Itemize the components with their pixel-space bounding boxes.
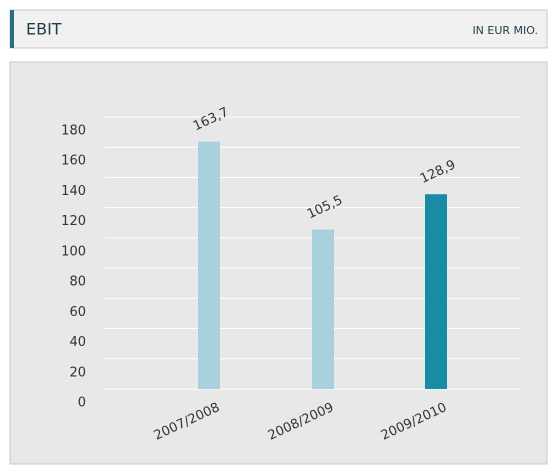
bar bbox=[312, 229, 334, 389]
y-tick-label: 40 bbox=[69, 335, 86, 350]
y-tick-label: 140 bbox=[61, 184, 86, 199]
y-tick-label: 60 bbox=[69, 305, 86, 320]
chart-title: EBIT bbox=[26, 20, 62, 39]
bar bbox=[198, 141, 220, 389]
y-tick-label: 160 bbox=[61, 154, 86, 169]
y-tick-label: 0 bbox=[78, 396, 86, 411]
y-tick-label: 180 bbox=[61, 124, 86, 139]
bar bbox=[425, 194, 447, 389]
chart-subtitle: IN EUR MIO. bbox=[472, 24, 538, 37]
y-tick-label: 100 bbox=[61, 244, 86, 259]
header-accent bbox=[10, 10, 14, 48]
y-tick-label: 20 bbox=[69, 365, 86, 380]
y-tick-label: 120 bbox=[61, 214, 86, 229]
y-tick-label: 80 bbox=[69, 275, 86, 290]
chart-panel bbox=[9, 61, 548, 465]
header-box bbox=[9, 9, 548, 49]
